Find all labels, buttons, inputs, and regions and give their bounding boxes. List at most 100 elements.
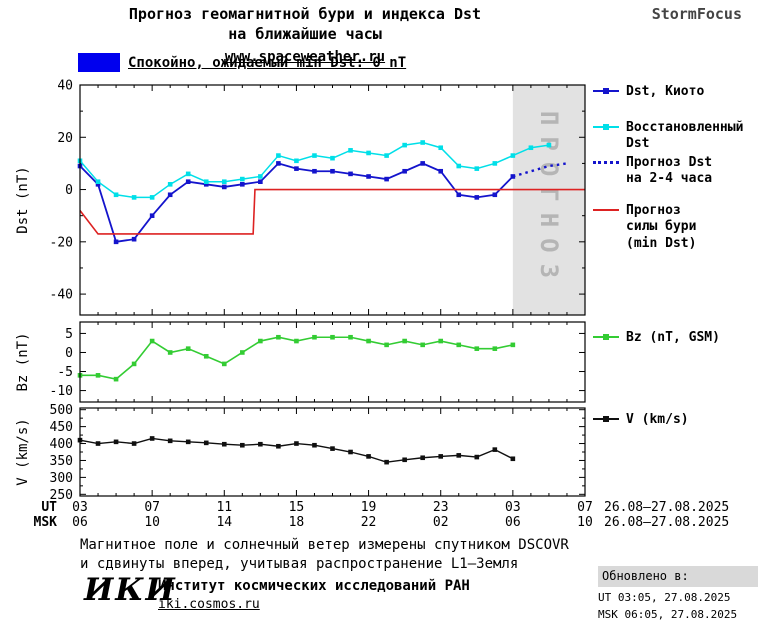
measurement-note-line2: и сдвинуты вперед, учитывая распростране… xyxy=(80,556,519,572)
x-axis-date-range: 26.08–27.08.2025 xyxy=(604,500,729,515)
legend-item-restored-dst: Восстановленный Dst xyxy=(593,120,743,153)
series-marker xyxy=(474,346,480,351)
series-marker xyxy=(438,145,444,151)
institute-name: Институт космических исследований РАН xyxy=(158,578,470,594)
series-marker xyxy=(95,373,101,378)
series-marker xyxy=(456,163,462,169)
y-tick-label: -10 xyxy=(50,384,73,399)
updated-label: Обновлено в: xyxy=(598,566,758,587)
series-marker xyxy=(510,153,516,158)
y-tick-label: 0 xyxy=(65,346,73,361)
series-marker xyxy=(294,441,299,446)
series-marker xyxy=(420,342,425,348)
series-marker xyxy=(456,453,462,458)
series-marker xyxy=(294,338,299,344)
series-marker xyxy=(276,443,281,449)
series-marker xyxy=(113,239,119,245)
series-marker xyxy=(348,171,353,177)
updated-ut: UT 03:05, 27.08.2025 xyxy=(598,590,731,604)
series-marker xyxy=(348,334,353,340)
series-marker xyxy=(330,168,335,174)
series-marker xyxy=(276,161,281,166)
series-marker xyxy=(420,161,425,166)
series-marker xyxy=(149,213,155,218)
series-marker xyxy=(167,350,173,355)
series-marker xyxy=(366,150,371,156)
series-marker xyxy=(312,334,317,340)
series-marker xyxy=(131,236,137,242)
y-axis-title-bz: Bz (nT) xyxy=(15,332,31,391)
series-marker xyxy=(384,342,389,348)
series-marker xyxy=(95,182,101,187)
series-marker xyxy=(402,142,407,148)
series-marker xyxy=(276,334,281,340)
series-marker xyxy=(113,192,119,198)
series-marker xyxy=(185,439,191,445)
series-marker xyxy=(384,176,389,182)
series-marker xyxy=(221,179,227,185)
series-marker xyxy=(203,353,209,359)
x-tick-msk: 18 xyxy=(289,515,305,530)
series-marker xyxy=(240,182,245,187)
series-marker xyxy=(221,441,227,447)
series-marker xyxy=(492,161,498,166)
series-marker xyxy=(528,145,534,151)
series-marker xyxy=(221,184,227,190)
legend-item-v: V (km/s) xyxy=(593,412,689,428)
series-marker xyxy=(149,436,155,441)
y-tick-label: 500 xyxy=(50,403,73,418)
series-marker xyxy=(258,441,263,447)
y-tick-label: -20 xyxy=(50,235,73,250)
series-marker xyxy=(276,153,281,158)
header: Прогноз геомагнитной бури и индекса Dst … xyxy=(70,4,540,66)
storm-strength-swatch xyxy=(593,209,619,211)
x-axis-row-label: MSK xyxy=(34,515,58,530)
series-marker xyxy=(149,338,155,344)
dst-kyoto-swatch xyxy=(593,88,619,94)
forecast-dst-swatch xyxy=(593,161,619,164)
series-marker xyxy=(438,338,444,344)
series-marker xyxy=(167,192,173,198)
updated-block: Обновлено в: UT 03:05, 27.08.2025 MSK 06… xyxy=(598,566,758,620)
series-marker xyxy=(366,338,371,344)
series-marker xyxy=(113,376,119,382)
x-tick-msk: 14 xyxy=(216,515,232,530)
series-marker xyxy=(366,454,371,459)
iki-logo: ИКИ xyxy=(84,572,177,608)
series-marker xyxy=(384,153,389,158)
x-tick-msk: 02 xyxy=(433,515,449,530)
series-marker xyxy=(185,346,191,351)
series-marker xyxy=(95,441,101,446)
spaceweather-link[interactable]: www.spaceweather.ru xyxy=(224,48,386,65)
series-marker xyxy=(438,454,444,459)
series-marker xyxy=(510,342,516,348)
v-swatch xyxy=(593,416,619,422)
series-marker xyxy=(366,174,371,179)
x-tick-ut: 23 xyxy=(433,500,449,515)
x-tick-msk: 22 xyxy=(361,515,377,530)
panel-border-bz xyxy=(79,321,586,403)
series-marker xyxy=(330,446,335,451)
restored-dst-swatch xyxy=(593,124,619,130)
series-marker xyxy=(131,361,137,367)
series-marker xyxy=(438,168,444,174)
series-marker xyxy=(330,155,335,161)
series-marker xyxy=(384,459,389,465)
iki-site-link[interactable]: iki.cosmos.ru xyxy=(158,597,260,612)
x-tick-ut: 11 xyxy=(216,500,232,515)
x-axis-date-range: 26.08–27.08.2025 xyxy=(604,515,729,530)
y-tick-label: 20 xyxy=(57,131,73,146)
series-marker xyxy=(131,195,137,200)
series-marker xyxy=(240,442,245,448)
quiet-status-label: Спокойно, ожидаемый min Dst: 0 nT xyxy=(128,54,407,71)
brand-label: StormFocus xyxy=(651,5,742,23)
series-marker xyxy=(330,334,335,340)
y-tick-label: 450 xyxy=(50,420,73,435)
series-marker xyxy=(474,195,480,200)
series-marker xyxy=(456,192,462,198)
y-tick-label: -5 xyxy=(57,365,73,380)
series-marker xyxy=(312,442,317,448)
series-marker xyxy=(203,182,209,187)
series-marker xyxy=(258,174,263,179)
series-line xyxy=(79,162,514,243)
